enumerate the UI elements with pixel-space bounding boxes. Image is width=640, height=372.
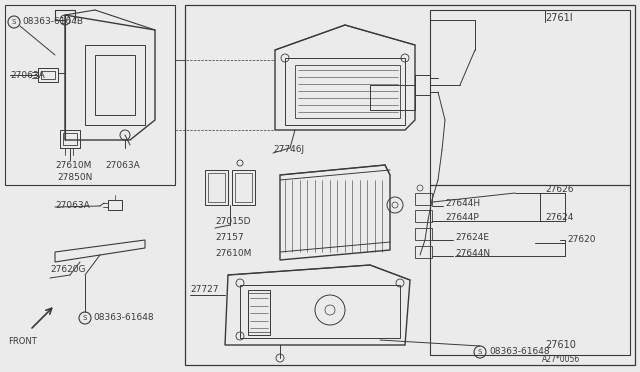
Bar (38, 68, 58, 82)
Text: A27*0056: A27*0056 (541, 356, 580, 365)
Bar (85, 45, 145, 125)
Bar (248, 293, 270, 332)
Bar (5, 5, 175, 185)
Text: 27727: 27727 (190, 285, 218, 295)
Bar (208, 173, 225, 202)
Text: S: S (478, 349, 482, 355)
Text: 27624: 27624 (545, 214, 573, 222)
Bar (41, 71, 55, 79)
Text: 27063A: 27063A (55, 201, 90, 209)
Text: 27644N: 27644N (455, 248, 490, 257)
Text: S: S (12, 19, 16, 25)
Text: 27063A: 27063A (105, 160, 140, 170)
Bar (60, 130, 80, 148)
Text: FRONT: FRONT (8, 337, 36, 346)
Text: 08363-61648: 08363-61648 (93, 314, 154, 323)
Bar (285, 58, 405, 125)
Text: 27620: 27620 (567, 235, 595, 244)
Bar (415, 210, 432, 222)
Bar (415, 75, 430, 95)
Text: 27850N: 27850N (58, 173, 93, 183)
Text: 27610M: 27610M (215, 250, 252, 259)
Text: 27624E: 27624E (455, 232, 489, 241)
Bar (95, 55, 135, 115)
Bar (235, 173, 252, 202)
Text: 08363-61648: 08363-61648 (489, 347, 550, 356)
Bar (415, 246, 432, 258)
Text: S: S (83, 315, 87, 321)
Text: 27620G: 27620G (50, 266, 86, 275)
Bar (295, 65, 400, 118)
Text: 27644H: 27644H (445, 199, 480, 208)
Text: 27063A: 27063A (10, 71, 45, 80)
Bar (415, 193, 432, 205)
Text: 08363-6164B: 08363-6164B (22, 17, 83, 26)
Bar (370, 85, 415, 110)
Bar (205, 170, 228, 205)
Bar (430, 185, 630, 355)
Text: 2761I: 2761I (545, 13, 573, 23)
Text: 27610M: 27610M (55, 160, 92, 170)
Bar (232, 170, 255, 205)
Text: 27644P: 27644P (445, 214, 479, 222)
Text: 27157: 27157 (215, 234, 244, 243)
Bar (415, 228, 432, 240)
Text: 27746J: 27746J (273, 145, 304, 154)
Bar (248, 290, 270, 335)
Bar (430, 10, 630, 185)
Text: 27626: 27626 (545, 186, 573, 195)
Text: 27015D: 27015D (215, 218, 250, 227)
Bar (108, 200, 122, 210)
Bar (185, 5, 635, 365)
Text: 27610: 27610 (545, 340, 576, 350)
Bar (63, 133, 77, 145)
Bar (240, 285, 400, 338)
